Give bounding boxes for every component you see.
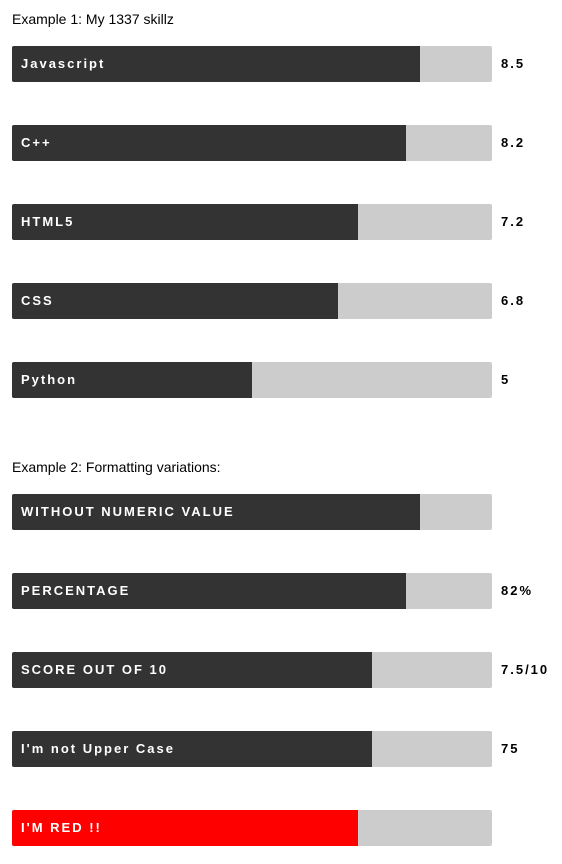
skill-fill (12, 46, 420, 82)
skill-label: C++ (21, 135, 52, 150)
skill-fill (12, 652, 372, 688)
skill-label: HTML5 (21, 214, 75, 229)
skill-bar-javascript: Javascript 8.5 (12, 46, 523, 82)
skill-bar-score-out-of-10: SCORE OUT OF 10 7.5/10 (12, 652, 547, 688)
skill-fill (12, 810, 358, 846)
skill-value: 82% (501, 583, 534, 598)
skill-label: WITHOUT NUMERIC VALUE (21, 504, 235, 519)
skill-value: 7.2 (501, 214, 526, 229)
skill-label: Javascript (21, 56, 106, 71)
skill-label: SCORE OUT OF 10 (21, 662, 169, 677)
skill-bar-not-upper-case: I'm not Upper Case 75 (12, 731, 517, 767)
skill-label: I'M RED !! (21, 820, 102, 835)
skill-label: CSS (21, 293, 54, 308)
skill-value: 7.5/10 (501, 662, 550, 677)
skill-value: 75 (501, 741, 520, 756)
skill-label: I'm not Upper Case (21, 741, 175, 756)
skill-label: Python (21, 372, 78, 387)
example2-title: Example 2: Formatting variations: (12, 459, 221, 475)
skill-bar-cpp: C++ 8.2 (12, 125, 523, 161)
skill-value: 5 (501, 372, 511, 387)
skill-fill (12, 125, 406, 161)
skill-fill (12, 494, 420, 530)
skill-fill (12, 283, 338, 319)
skill-bar-red: I'M RED !! (12, 810, 492, 846)
skill-bar-css: CSS 6.8 (12, 283, 523, 319)
skill-label: PERCENTAGE (21, 583, 131, 598)
skill-value: 8.2 (501, 135, 526, 150)
skill-bar-html5: HTML5 7.2 (12, 204, 523, 240)
skill-fill (12, 362, 252, 398)
skill-bar-python: Python 5 (12, 362, 508, 398)
example1-title: Example 1: My 1337 skillz (12, 11, 174, 27)
skill-bar-without-numeric-value: WITHOUT NUMERIC VALUE (12, 494, 492, 530)
skill-bar-percentage: PERCENTAGE 82% (12, 573, 531, 609)
skill-fill (12, 204, 358, 240)
skill-value: 8.5 (501, 56, 526, 71)
skill-fill (12, 573, 406, 609)
skill-fill (12, 731, 372, 767)
skill-value: 6.8 (501, 293, 526, 308)
